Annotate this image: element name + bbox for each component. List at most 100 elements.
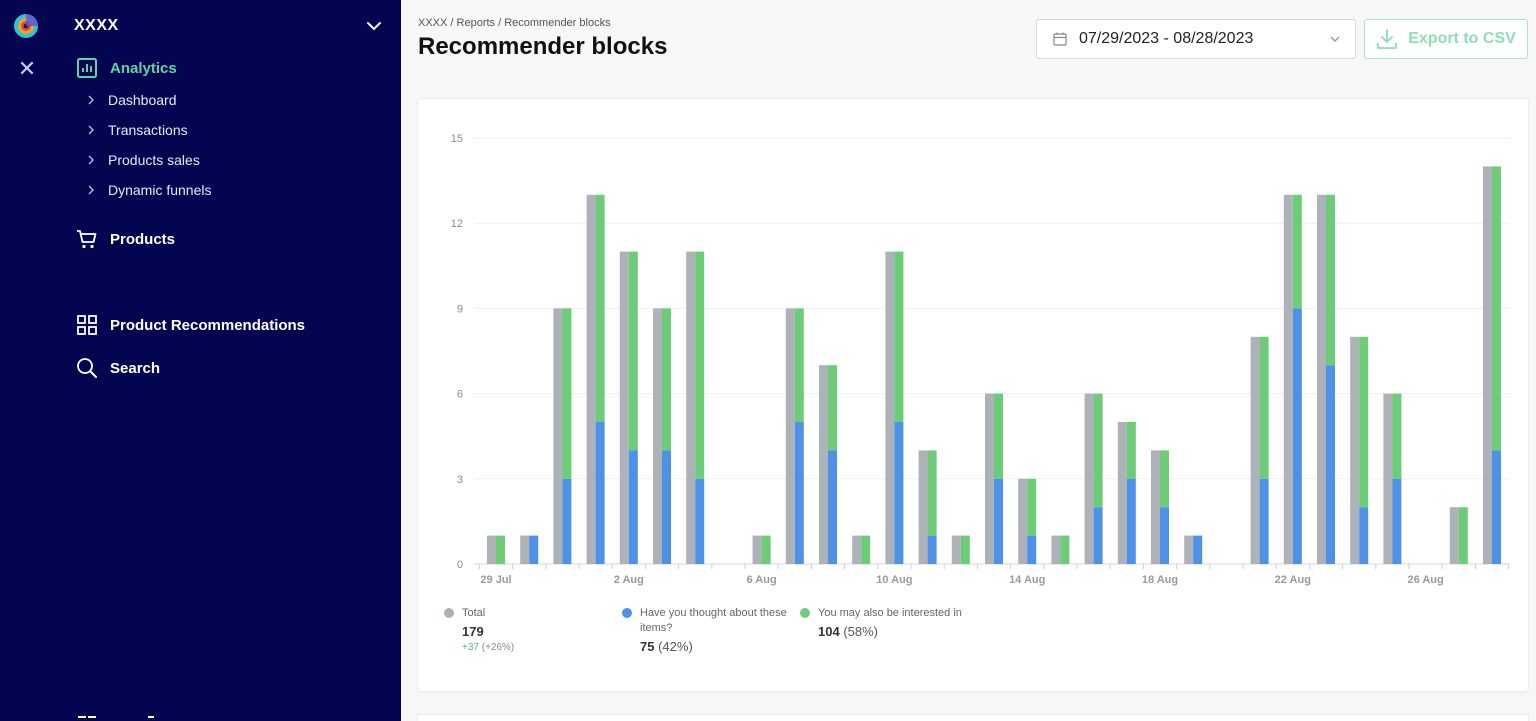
bar-also-interested (1093, 393, 1103, 508)
y-tick-label: 9 (457, 303, 463, 315)
bar-thought-about (894, 422, 904, 564)
date-range-picker[interactable]: 07/29/2023 - 08/28/2023 (1036, 19, 1356, 59)
bar-total (1250, 336, 1260, 564)
bar-thought-about (1492, 450, 1501, 564)
bar-total (1051, 535, 1061, 564)
nav-search-label: Search (110, 359, 161, 377)
legend-dot-thought-about (622, 608, 632, 618)
next-card-edge (418, 715, 1528, 721)
y-tick-label: 12 (451, 218, 463, 230)
chevron-right-icon (88, 95, 94, 105)
sidebar-item-dashboard[interactable]: Dashboard (86, 92, 177, 108)
bar-total (1184, 535, 1194, 564)
bar-total (1317, 194, 1326, 565)
bar-total (1283, 194, 1293, 565)
bar-also-interested (994, 393, 1003, 479)
bar-total (985, 393, 994, 564)
export-csv-button[interactable]: Export to CSV (1364, 19, 1528, 59)
x-tick-label: 6 Aug (747, 574, 777, 586)
bar-total (553, 308, 563, 564)
chart-card: 0 3 6 9 12 15 29 Jul 2 Aug 6 Aug 10 Aug 14 Aug 18 A… (418, 99, 1528, 691)
bar-thought-about (1193, 535, 1203, 564)
bar-also-interested (1292, 194, 1302, 309)
chevron-right-icon (88, 185, 94, 195)
legend-total-label: Total (462, 607, 486, 619)
sidebar-item-label: Dashboard (108, 92, 177, 108)
nav-search[interactable]: Search (76, 357, 160, 379)
bar-total (686, 251, 696, 564)
legend-series2-label: You may also be interested in (818, 607, 962, 619)
nav-analytics[interactable]: Analytics (76, 57, 177, 79)
bar-thought-about (595, 422, 605, 564)
bar-thought-about (628, 450, 638, 564)
sidebar-item-label: Transactions (108, 122, 188, 138)
sidebar-item-label: Products sales (108, 152, 200, 168)
bar-total (520, 535, 530, 564)
cart-icon (77, 230, 97, 249)
sidebar-item-products-sales[interactable]: Products sales (86, 152, 200, 168)
bar-total (1383, 393, 1393, 564)
y-tick-label: 3 (457, 474, 463, 486)
bar-thought-about (794, 422, 804, 564)
sidebar-item-dynamic-funnels[interactable]: Dynamic funnels (86, 182, 212, 198)
sidebar: ✕ XXXX Analytics Dashboard Transactions … (0, 0, 401, 721)
bar-thought-about (828, 450, 837, 564)
y-tick-label: 0 (457, 559, 463, 571)
bar-also-interested (1326, 194, 1335, 366)
bar-thought-about (927, 535, 937, 564)
x-tick-label: 18 Aug (1142, 574, 1178, 586)
bar-thought-about (695, 478, 705, 564)
nav-product-recommendations[interactable]: Product Recommendations (76, 314, 305, 336)
bar-also-interested (1458, 507, 1468, 564)
x-tick-label: 10 Aug (876, 574, 912, 586)
bar-total (951, 535, 961, 564)
legend-series1-label: Have you thought about these items? (640, 607, 787, 634)
legend-series-thought-about[interactable]: Have you thought about these items? 75 (… (622, 606, 792, 654)
bar-thought-about (994, 478, 1003, 564)
legend-series2-pct: (58%) (843, 624, 879, 639)
nav-products[interactable]: Products (76, 228, 175, 250)
bar-also-interested (927, 450, 937, 536)
close-sidebar-icon[interactable]: ✕ (17, 56, 37, 81)
breadcrumb[interactable]: XXXX / Reports / Recommender blocks (418, 17, 611, 29)
sidebar-item-transactions[interactable]: Transactions (86, 122, 188, 138)
chevron-right-icon (88, 155, 94, 165)
y-tick-label: 6 (457, 389, 463, 401)
bar-thought-about (1160, 507, 1169, 564)
legend-total-delta-pct: (+26%) (481, 642, 515, 653)
bar-also-interested (662, 308, 671, 451)
account-switcher[interactable]: XXXX (74, 14, 384, 38)
bar-thought-about (1359, 507, 1369, 564)
download-icon (1377, 29, 1398, 49)
calendar-icon (1053, 32, 1067, 46)
bar-also-interested (695, 251, 705, 479)
chevron-right-icon (88, 125, 94, 135)
bar-also-interested (960, 535, 970, 564)
chevron-down-icon (1330, 36, 1340, 42)
bar-total (1449, 507, 1459, 564)
bar-total (885, 251, 895, 564)
bar-thought-about (1292, 308, 1302, 564)
bar-total (653, 308, 662, 564)
account-name: XXXX (74, 17, 119, 34)
grid-icon (77, 315, 97, 335)
bar-also-interested (1392, 393, 1402, 479)
bar-total (1151, 450, 1160, 564)
x-tick-label: 22 Aug (1275, 574, 1311, 586)
bar-thought-about (1093, 507, 1103, 564)
legend-dot-also-interested (800, 608, 810, 618)
bar-also-interested (794, 308, 804, 422)
bar-also-interested (1126, 422, 1136, 479)
bar-thought-about (1126, 478, 1136, 564)
bar-thought-about (1259, 478, 1269, 564)
settings-icon[interactable] (78, 716, 168, 721)
bar-also-interested (828, 365, 837, 451)
bar-thought-about (1392, 478, 1402, 564)
bar-thought-about (1027, 535, 1037, 564)
bar-total (819, 365, 828, 564)
legend-series-also-interested[interactable]: You may also be interested in 104 (58%) (800, 606, 1000, 639)
bar-total (918, 450, 928, 564)
app-logo-icon[interactable] (13, 13, 39, 39)
legend-total[interactable]: Total 179 +37 (+26%) (444, 606, 594, 653)
x-tick-label: 14 Aug (1009, 574, 1045, 586)
